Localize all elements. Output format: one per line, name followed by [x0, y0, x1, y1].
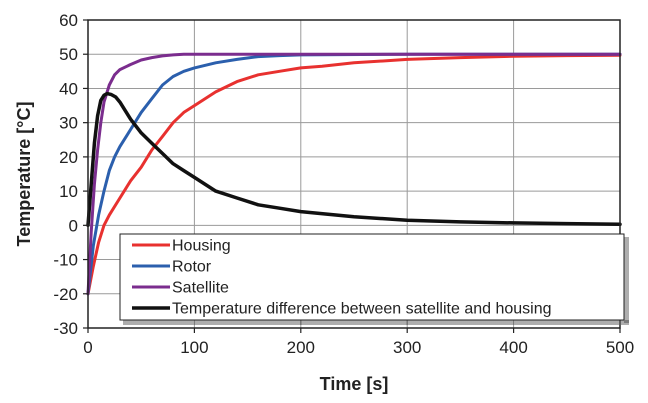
- legend-label-4: Temperature difference between satellite…: [172, 301, 552, 318]
- y-tick-label: 50: [59, 45, 78, 64]
- y-tick-label: -10: [53, 251, 78, 270]
- y-tick-label: -20: [53, 285, 78, 304]
- y-tick-label: 0: [69, 216, 78, 235]
- legend-box: [119, 233, 625, 321]
- series-line-2: [86, 52, 622, 296]
- y-tick-label: 60: [59, 11, 78, 30]
- legend-label-1: Housing: [172, 238, 231, 255]
- legend-label-3: Satellite: [172, 280, 229, 297]
- x-axis-ticks: 0 100 200 300 400 500: [83, 328, 634, 357]
- plot-area-frame: [87, 19, 621, 329]
- y-tick-label: 20: [59, 148, 78, 167]
- x-tick-label: 0: [83, 338, 92, 357]
- legend-label-2: Rotor: [172, 259, 212, 276]
- series-lines: [86, 52, 622, 296]
- series-line-4: [86, 91, 622, 228]
- x-axis-title: Time [s]: [320, 374, 389, 394]
- x-tick-label: 200: [287, 338, 315, 357]
- legend: Housing Rotor Satellite Temperature differe…: [119, 233, 629, 325]
- y-axis-ticks: -30 -20 -10 0 10 20 30 40 50 60: [53, 11, 88, 338]
- x-tick-label: 400: [499, 338, 527, 357]
- y-tick-label: -30: [53, 319, 78, 338]
- legend-shadow: [123, 237, 629, 325]
- x-tick-label: 100: [180, 338, 208, 357]
- series-line-3: [86, 52, 622, 296]
- y-tick-label: 10: [59, 182, 78, 201]
- y-axis-title: Temperature [°C]: [14, 102, 34, 247]
- x-tick-label: 300: [393, 338, 421, 357]
- x-tick-label: 500: [606, 338, 634, 357]
- y-tick-label: 40: [59, 79, 78, 98]
- y-tick-label: 30: [59, 114, 78, 133]
- series-line-1: [86, 53, 622, 296]
